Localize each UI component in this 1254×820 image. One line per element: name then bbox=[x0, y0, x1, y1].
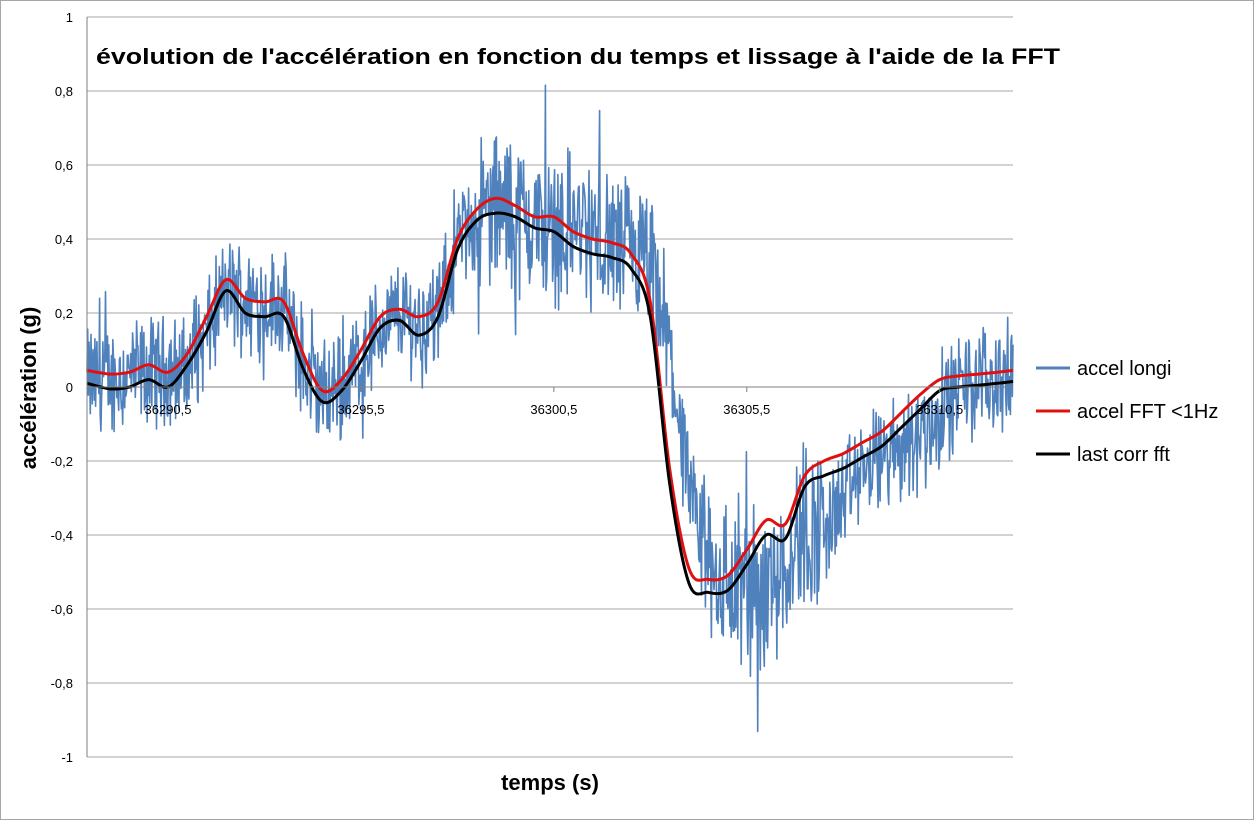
y-tick-label: 0,4 bbox=[55, 232, 73, 247]
y-axis-title: accélération (g) bbox=[16, 307, 41, 470]
y-tick-label: -0,4 bbox=[51, 528, 73, 543]
x-axis-title: temps (s) bbox=[501, 770, 599, 795]
axes bbox=[86, 17, 1013, 757]
x-tick-label: 36300,5 bbox=[530, 402, 577, 417]
y-tick-label: -0,6 bbox=[51, 602, 73, 617]
y-tick-label: 0 bbox=[66, 380, 73, 395]
chart-title: évolution de l'accélération en fonction … bbox=[96, 44, 1061, 69]
x-tick-label: 36310,5 bbox=[916, 402, 963, 417]
y-tick-label: 0,2 bbox=[55, 306, 73, 321]
series-line-last-corr-fft bbox=[86, 211, 1014, 596]
legend-label: accel FFT <1Hz bbox=[1077, 401, 1218, 423]
series-layer bbox=[86, 84, 1014, 733]
x-tick-label: 36305,5 bbox=[723, 402, 770, 417]
y-tick-label: -0,2 bbox=[51, 454, 73, 469]
y-tick-label: 0,8 bbox=[55, 84, 73, 99]
y-tick-label: -1 bbox=[61, 750, 73, 765]
series-line-accel-longi bbox=[86, 84, 1014, 733]
y-tick-label: -0,8 bbox=[51, 676, 73, 691]
x-tick-label: 36295,5 bbox=[337, 402, 384, 417]
series-line-accel-fft-1hz bbox=[86, 196, 1014, 582]
x-tick-label: 36290,5 bbox=[145, 402, 192, 417]
legend: accel longi accel FFT <1Hz last corr fft bbox=[1036, 358, 1218, 466]
legend-label: last corr fft bbox=[1077, 444, 1170, 466]
legend-label: accel longi bbox=[1077, 358, 1172, 380]
y-tick-label: 0,6 bbox=[55, 158, 73, 173]
tick-labels: 1 0,8 0,6 0,4 0,2 0 -0,2 -0,4 -0,6 -0,8 -1 36290,5 3… bbox=[51, 10, 964, 765]
y-tick-label: 1 bbox=[66, 10, 73, 25]
